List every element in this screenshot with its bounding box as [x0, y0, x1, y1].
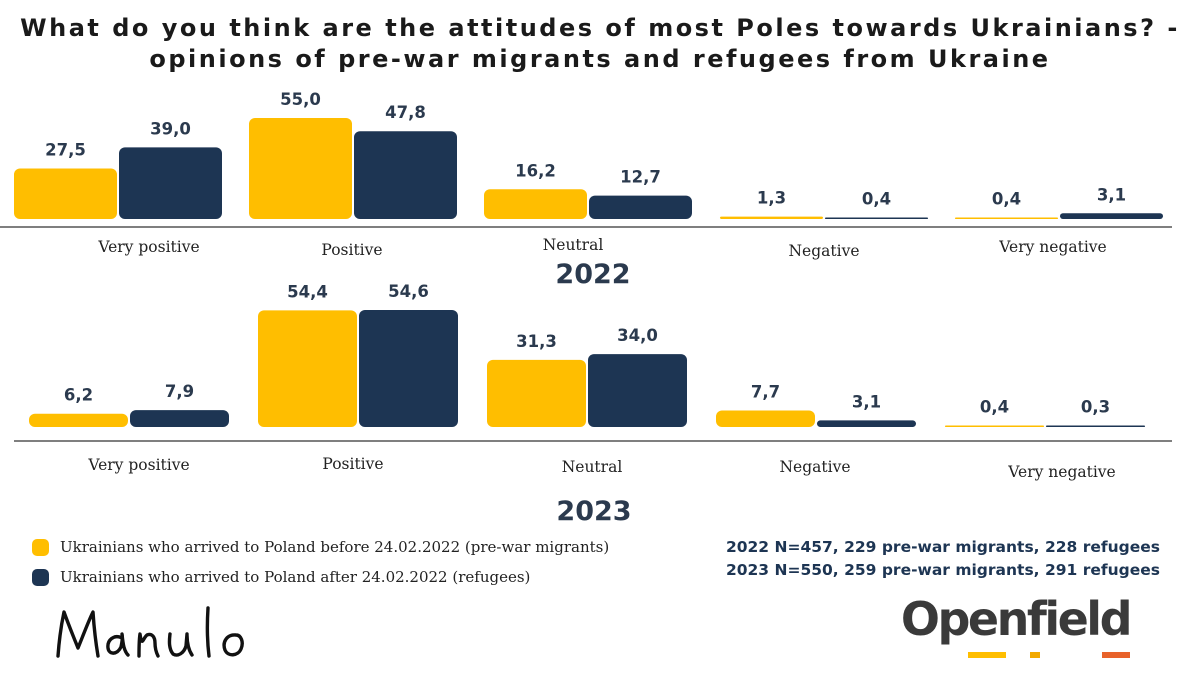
openfield-bar-amber — [1030, 652, 1040, 658]
category-label-2022-1: Positive — [321, 241, 382, 259]
bar-2022-refugees-4 — [1060, 213, 1163, 219]
openfield-bar-yellow — [968, 652, 1006, 658]
bar-2023-refugees-1 — [359, 310, 458, 427]
data-label-2023-pre-war-2: 31,3 — [516, 332, 557, 351]
legend-label-pre-war: Ukrainians who arrived to Poland before … — [60, 538, 610, 556]
bar-2023-refugees-0 — [130, 410, 229, 427]
openfield-logo-underline — [968, 652, 1132, 658]
openfield-bar-orange — [1102, 652, 1130, 658]
data-label-2023-pre-war-0: 6,2 — [64, 386, 93, 405]
bar-2022-pre-war-3 — [720, 216, 823, 219]
bar-2023-pre-war-1 — [258, 310, 357, 427]
bar-2022-refugees-1 — [354, 131, 457, 219]
bar-2022-pre-war-0 — [14, 168, 117, 219]
legend-swatch-pre-war — [32, 538, 49, 556]
data-label-2023-pre-war-1: 54,4 — [287, 282, 328, 301]
chart-year-title-2022: 2022 — [555, 259, 630, 290]
data-label-2022-refugees-2: 12,7 — [620, 168, 661, 187]
data-label-2023-refugees-3: 3,1 — [852, 392, 881, 411]
bar-2023-pre-war-2 — [487, 359, 586, 427]
sample-note-2023: 2023 N=550, 259 pre-war migrants, 291 re… — [725, 561, 1160, 579]
legend-item-pre-war: Ukrainians who arrived to Poland before … — [32, 537, 609, 557]
category-label-2022-3: Negative — [788, 242, 859, 260]
data-label-2023-refugees-2: 34,0 — [617, 326, 658, 345]
category-label-2023-3: Negative — [779, 458, 850, 476]
category-label-2022-2: Neutral — [543, 236, 604, 254]
bar-2023-refugees-3 — [817, 420, 916, 427]
legend-label-refugees: Ukrainians who arrived to Poland after 2… — [60, 568, 531, 586]
chart-title-line-1: What do you think are the attitudes of m… — [20, 14, 1180, 42]
bar-2022-pre-war-2 — [484, 189, 587, 219]
chart-year-title-2023: 2023 — [556, 496, 631, 527]
category-label-2023-0: Very positive — [87, 456, 189, 474]
openfield-logo-text: Openfield — [900, 592, 1133, 646]
data-label-2022-refugees-4: 3,1 — [1097, 185, 1126, 204]
openfield-logo: Openfield — [901, 596, 1133, 642]
bar-2022-refugees-0 — [119, 147, 222, 219]
bar-2022-refugees-2 — [589, 195, 692, 219]
data-label-2022-pre-war-4: 0,4 — [992, 190, 1021, 209]
data-label-2022-pre-war-0: 27,5 — [45, 141, 86, 160]
bar-2023-refugees-4 — [1046, 425, 1145, 427]
legend-item-refugees: Ukrainians who arrived to Poland after 2… — [32, 567, 530, 587]
data-label-2022-refugees-1: 47,8 — [385, 103, 426, 122]
chart-title-line-2: opinions of pre-war migrants and refugee… — [149, 45, 1051, 73]
category-label-2022-0: Very positive — [97, 238, 199, 256]
bar-2023-pre-war-0 — [29, 413, 128, 427]
data-label-2022-refugees-3: 0,4 — [862, 190, 891, 209]
data-label-2022-pre-war-1: 55,0 — [280, 90, 321, 109]
category-label-2023-4: Very negative — [1007, 463, 1115, 481]
legend-swatch-refugees — [32, 568, 49, 586]
data-label-2022-refugees-0: 39,0 — [150, 119, 191, 138]
data-label-2023-refugees-0: 7,9 — [165, 382, 194, 401]
category-label-2023-1: Positive — [322, 455, 383, 473]
data-label-2023-refugees-4: 0,3 — [1081, 398, 1110, 417]
bar-2023-pre-war-3 — [716, 410, 815, 427]
bar-2022-refugees-3 — [825, 217, 928, 219]
data-label-2022-pre-war-2: 16,2 — [515, 161, 556, 180]
bar-2022-pre-war-4 — [955, 217, 1058, 219]
bar-2022-pre-war-1 — [249, 118, 352, 219]
data-label-2023-pre-war-3: 7,7 — [751, 383, 780, 402]
category-label-2023-2: Neutral — [562, 458, 623, 476]
sample-note-2022: 2022 N=457, 229 pre-war migrants, 228 re… — [725, 538, 1160, 556]
data-label-2022-pre-war-3: 1,3 — [757, 189, 786, 208]
bar-2023-refugees-2 — [588, 354, 687, 427]
category-label-2022-4: Very negative — [998, 238, 1106, 256]
data-label-2023-refugees-1: 54,6 — [388, 282, 429, 301]
bar-2023-pre-war-4 — [945, 425, 1044, 427]
data-label-2023-pre-war-4: 0,4 — [980, 398, 1009, 417]
manulo-logo — [56, 606, 244, 658]
